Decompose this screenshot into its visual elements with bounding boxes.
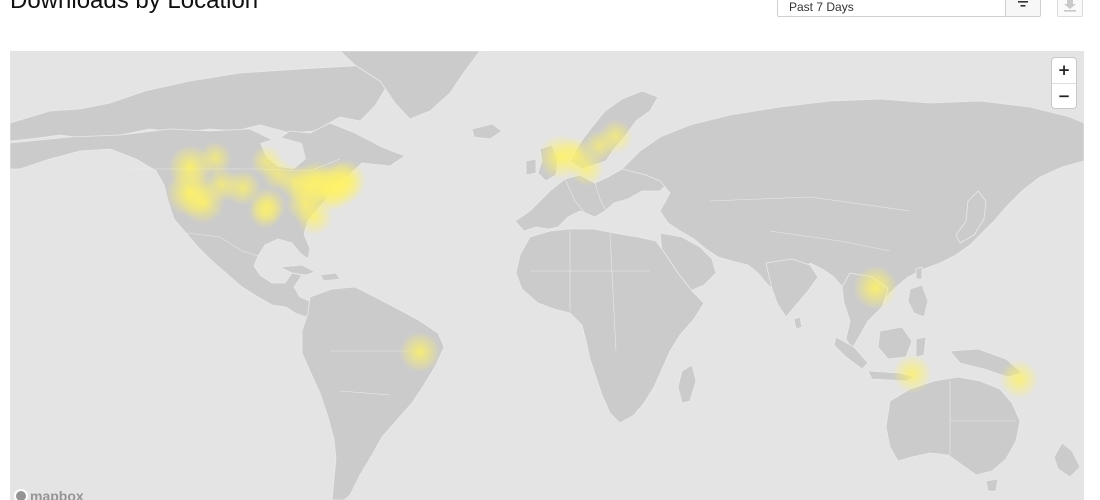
date-range-value: Past 7 Days — [789, 0, 854, 14]
heat-layer — [166, 119, 1039, 399]
border-australia — [949, 381, 1016, 455]
land-madagascar — [677, 364, 697, 404]
land-borneo — [877, 326, 913, 360]
land-taiwan — [915, 266, 923, 280]
heat-spot — [892, 354, 932, 394]
heat-spot — [853, 265, 898, 310]
page-title: Downloads by Location — [10, 0, 259, 14]
border-us-mexico — [185, 232, 259, 257]
heat-spot — [399, 331, 441, 373]
land-india — [765, 258, 819, 318]
land-africa — [515, 228, 705, 424]
heat-spot — [198, 141, 233, 176]
zoom-in-button[interactable]: + — [1057, 61, 1071, 79]
border-africa-c — [609, 232, 617, 352]
map-canvas — [10, 51, 1084, 500]
border-asia-b — [769, 230, 891, 252]
border-europe-b — [594, 182, 607, 212]
land-japan — [955, 190, 987, 244]
border-europe-a — [564, 178, 586, 214]
border-asia-a — [709, 196, 911, 212]
mapbox-logo-icon — [14, 488, 28, 500]
land-layer — [10, 51, 1084, 500]
heat-spot — [295, 198, 333, 236]
land-sri-lanka — [793, 316, 803, 330]
land-sumatra — [833, 336, 869, 370]
date-range-dropdown-button[interactable] — [1005, 0, 1040, 16]
download-button[interactable] — [1057, 0, 1083, 17]
heat-spot — [248, 195, 282, 229]
date-range-select[interactable]: Past 7 Days — [777, 0, 1041, 17]
heat-spot — [999, 359, 1039, 399]
land-cuba — [279, 264, 316, 276]
mapbox-logo-text: mapbox — [30, 487, 84, 500]
mapbox-logo[interactable]: mapbox — [14, 487, 84, 500]
land-greenland — [339, 51, 481, 120]
land-hispaniola — [319, 272, 341, 282]
zoom-out-button[interactable]: − — [1052, 83, 1076, 108]
zoom-control: + − — [1052, 58, 1076, 108]
land-australia — [885, 376, 1021, 476]
filter-icon — [1018, 1, 1028, 7]
land-tasmania — [985, 478, 999, 492]
world-map[interactable]: mapbox — [10, 51, 1084, 500]
land-sulawesi — [915, 336, 927, 358]
land-ireland — [525, 158, 537, 176]
heat-spot — [598, 119, 634, 155]
border-sa-b — [339, 390, 391, 396]
land-new-zealand — [1053, 442, 1081, 478]
download-icon — [1064, 0, 1076, 12]
land-philippines — [907, 284, 929, 318]
heat-spot — [262, 158, 295, 191]
land-iceland — [471, 123, 503, 140]
